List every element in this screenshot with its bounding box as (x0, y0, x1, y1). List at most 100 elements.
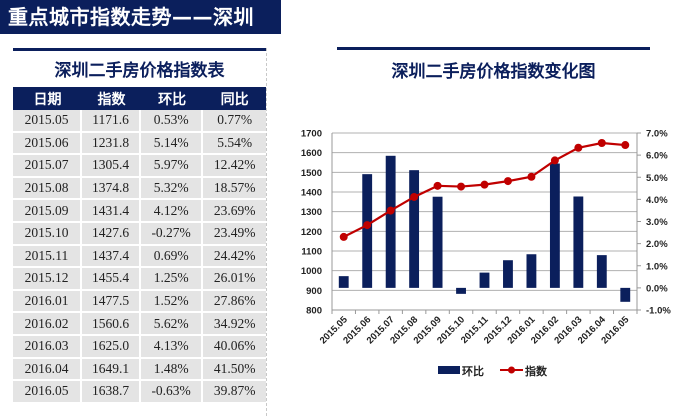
table-title: 深圳二手房价格指数表 (54, 61, 225, 81)
index-point-2016.01 (527, 172, 536, 181)
bar-mom-2015.08 (409, 170, 420, 288)
y-right-tick-label: 4.0% (646, 195, 668, 206)
cell-date: 2015.11 (13, 245, 83, 269)
legend-label-mom: 环比 (462, 364, 484, 378)
bar-mom-2015.07 (385, 155, 396, 288)
cell-mom: 5.97% (140, 155, 204, 178)
index-point-2015.11 (480, 180, 489, 189)
index-point-2015.07 (386, 206, 395, 215)
y-left-tick-label: 1700 (301, 129, 322, 140)
y-left-tick-label: 1300 (301, 207, 322, 218)
cell-date: 2016.01 (13, 290, 83, 314)
y-left-tick-label: 1000 (301, 266, 322, 277)
index-table: 日期 指数 环比 同比 2015.05 1171.6 0.53% 0.77% 2015.… (13, 87, 266, 404)
cell-index: 1649.1 (82, 358, 141, 382)
bar-mom-2016.05 (620, 287, 631, 302)
y-left-tick-label: 1500 (301, 168, 322, 179)
table-row: 2015.10 1427.6 -0.27% 23.49% (13, 222, 266, 246)
cell-date: 2015.09 (13, 200, 83, 223)
cell-date: 2015.05 (13, 110, 83, 133)
table-row: 2016.01 1477.5 1.52% 27.86% (13, 290, 266, 314)
y-right-tick-label: 6.0% (646, 151, 668, 162)
y-left-tick-label: 800 (306, 306, 322, 317)
index-point-2015.12 (503, 177, 512, 186)
index-point-2015.06 (363, 221, 372, 230)
index-point-2016.02 (550, 156, 559, 165)
index-point-2016.05 (621, 141, 630, 150)
table-row: 2015.05 1171.6 0.53% 0.77% (13, 110, 266, 133)
y-right-tick-label: 2.0% (646, 239, 668, 250)
cell-yoy: 26.01% (203, 268, 266, 291)
table-row: 2015.12 1455.4 1.25% 26.01% (13, 268, 266, 291)
cell-yoy: 12.42% (203, 155, 266, 178)
cell-yoy: 23.69% (203, 200, 266, 223)
bar-mom-2016.04 (596, 255, 607, 288)
cell-index: 1455.4 (82, 268, 141, 291)
cell-yoy: 39.87% (203, 381, 266, 404)
legend-bar-swatch (438, 366, 460, 374)
cell-date: 2015.06 (13, 132, 83, 156)
y-left-tick-label: 900 (306, 286, 322, 297)
y-right-tick-label: 1.0% (646, 261, 668, 272)
index-point-2016.03 (574, 143, 583, 152)
cell-mom: 5.32% (140, 177, 204, 201)
bar-mom-2016.01 (526, 254, 537, 288)
cell-yoy: 41.50% (203, 358, 266, 382)
cell-mom: 5.14% (140, 132, 204, 156)
bar-mom-2015.10 (456, 287, 466, 294)
cell-index: 1437.4 (82, 245, 141, 269)
table-row: 2015.09 1431.4 4.12% 23.69% (13, 200, 266, 223)
table-row: 2015.07 1305.4 5.97% 12.42% (13, 155, 266, 178)
cell-mom: -0.63% (140, 381, 204, 404)
cell-yoy: 18.57% (203, 177, 266, 201)
y-left-tick-label: 1600 (301, 148, 322, 159)
bar-mom-2015.05 (338, 276, 349, 288)
cell-mom: 4.13% (140, 335, 204, 359)
legend-label-index: 指数 (525, 364, 548, 378)
index-point-2016.04 (597, 139, 606, 148)
index-point-2015.10 (457, 182, 466, 191)
cell-date: 2016.04 (13, 358, 83, 382)
cell-index: 1560.6 (82, 313, 141, 336)
cell-mom: 1.25% (140, 268, 204, 291)
bar-mom-2015.11 (479, 272, 490, 288)
cell-index: 1427.6 (82, 222, 141, 246)
table-row: 2016.03 1625.0 4.13% 40.06% (13, 335, 266, 359)
y-right-tick-label: 5.0% (646, 173, 668, 184)
cell-yoy: 34.92% (203, 313, 266, 336)
y-right-tick-label: 3.0% (646, 217, 668, 228)
bar-mom-2016.02 (549, 163, 560, 288)
cell-date: 2015.10 (13, 222, 83, 246)
y-left-tick-label: 1100 (301, 247, 322, 258)
header-yoy: 同比 (203, 87, 266, 110)
cell-date: 2015.07 (13, 155, 83, 178)
cell-index: 1477.5 (82, 290, 141, 314)
bar-mom-2015.06 (362, 174, 373, 288)
cell-mom: -0.27% (140, 222, 204, 246)
chart-title: 深圳二手房价格指数变化图 (391, 62, 596, 82)
bar-mom-2015.09 (432, 196, 443, 288)
cell-index: 1431.4 (82, 200, 141, 223)
cell-index: 1638.7 (82, 381, 141, 404)
cell-date: 2016.05 (13, 381, 83, 404)
y-left-tick-label: 1200 (301, 227, 322, 238)
table-top-rule (13, 48, 266, 51)
cell-mom: 0.53% (140, 110, 204, 133)
table-row: 2016.02 1560.6 5.62% 34.92% (13, 313, 266, 336)
cell-index: 1231.8 (82, 132, 141, 156)
y-right-tick-label: -1.0% (646, 306, 671, 317)
cell-mom: 4.12% (140, 200, 204, 223)
bar-mom-2015.12 (503, 260, 513, 288)
cell-mom: 0.69% (140, 245, 204, 269)
cell-mom: 5.62% (140, 313, 204, 336)
cell-date: 2016.03 (13, 335, 83, 359)
table-row: 2015.08 1374.8 5.32% 18.57% (13, 177, 266, 201)
y-right-tick-label: 7.0% (646, 129, 668, 140)
cell-yoy: 23.49% (203, 222, 266, 246)
chart-top-rule (337, 47, 650, 50)
legend-line-marker (508, 366, 515, 374)
table-row: 2015.11 1437.4 0.69% 24.42% (13, 245, 266, 269)
cell-yoy: 40.06% (203, 335, 266, 359)
index-point-2015.05 (339, 232, 348, 241)
cell-yoy: 5.54% (203, 132, 266, 156)
